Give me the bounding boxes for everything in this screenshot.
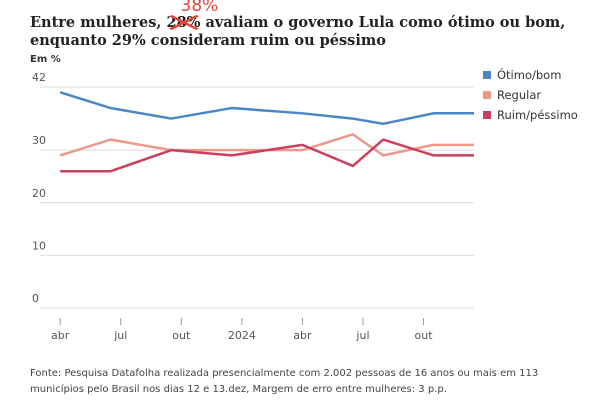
x-tick-label: abr bbox=[293, 329, 312, 342]
y-tick-label: 42 bbox=[32, 71, 46, 84]
chart-title: Entre mulheres, 28%38% avaliam o governo… bbox=[30, 0, 590, 50]
x-tick-label: abr bbox=[51, 329, 70, 342]
y-tick-label: 20 bbox=[32, 187, 46, 200]
x-tick-label: out bbox=[415, 329, 434, 342]
x-tick-label: jul bbox=[113, 329, 127, 342]
series-line bbox=[59, 133, 474, 157]
title-part: Entre mulheres, bbox=[30, 14, 167, 31]
legend-swatch bbox=[483, 71, 491, 79]
legend-label: Ruim/péssimo bbox=[497, 108, 578, 122]
legend-swatch bbox=[483, 91, 491, 99]
source: Fonte: Pesquisa Datafolha realizada pres… bbox=[30, 368, 539, 395]
title-part: avaliam o governo Lula como ótimo ou bom… bbox=[30, 14, 566, 49]
annotation: 38% bbox=[180, 0, 219, 16]
y-tick-label: 0 bbox=[32, 292, 39, 305]
struck-text: 28%38% bbox=[167, 0, 219, 31]
x-tick-label: out bbox=[172, 329, 191, 342]
series-line bbox=[59, 91, 474, 126]
cross bbox=[168, 14, 199, 31]
subtitle: Em % bbox=[30, 54, 61, 65]
legend-swatch bbox=[483, 111, 491, 119]
y-tick-label: 10 bbox=[32, 239, 46, 252]
y-tick-label: 30 bbox=[32, 134, 46, 147]
x-tick-label: 2024 bbox=[228, 329, 256, 342]
legend-label: Ótimo/bom bbox=[497, 67, 561, 82]
series-line bbox=[60, 138, 474, 173]
legend-label: Regular bbox=[497, 88, 541, 102]
x-tick-label: jul bbox=[355, 329, 369, 342]
